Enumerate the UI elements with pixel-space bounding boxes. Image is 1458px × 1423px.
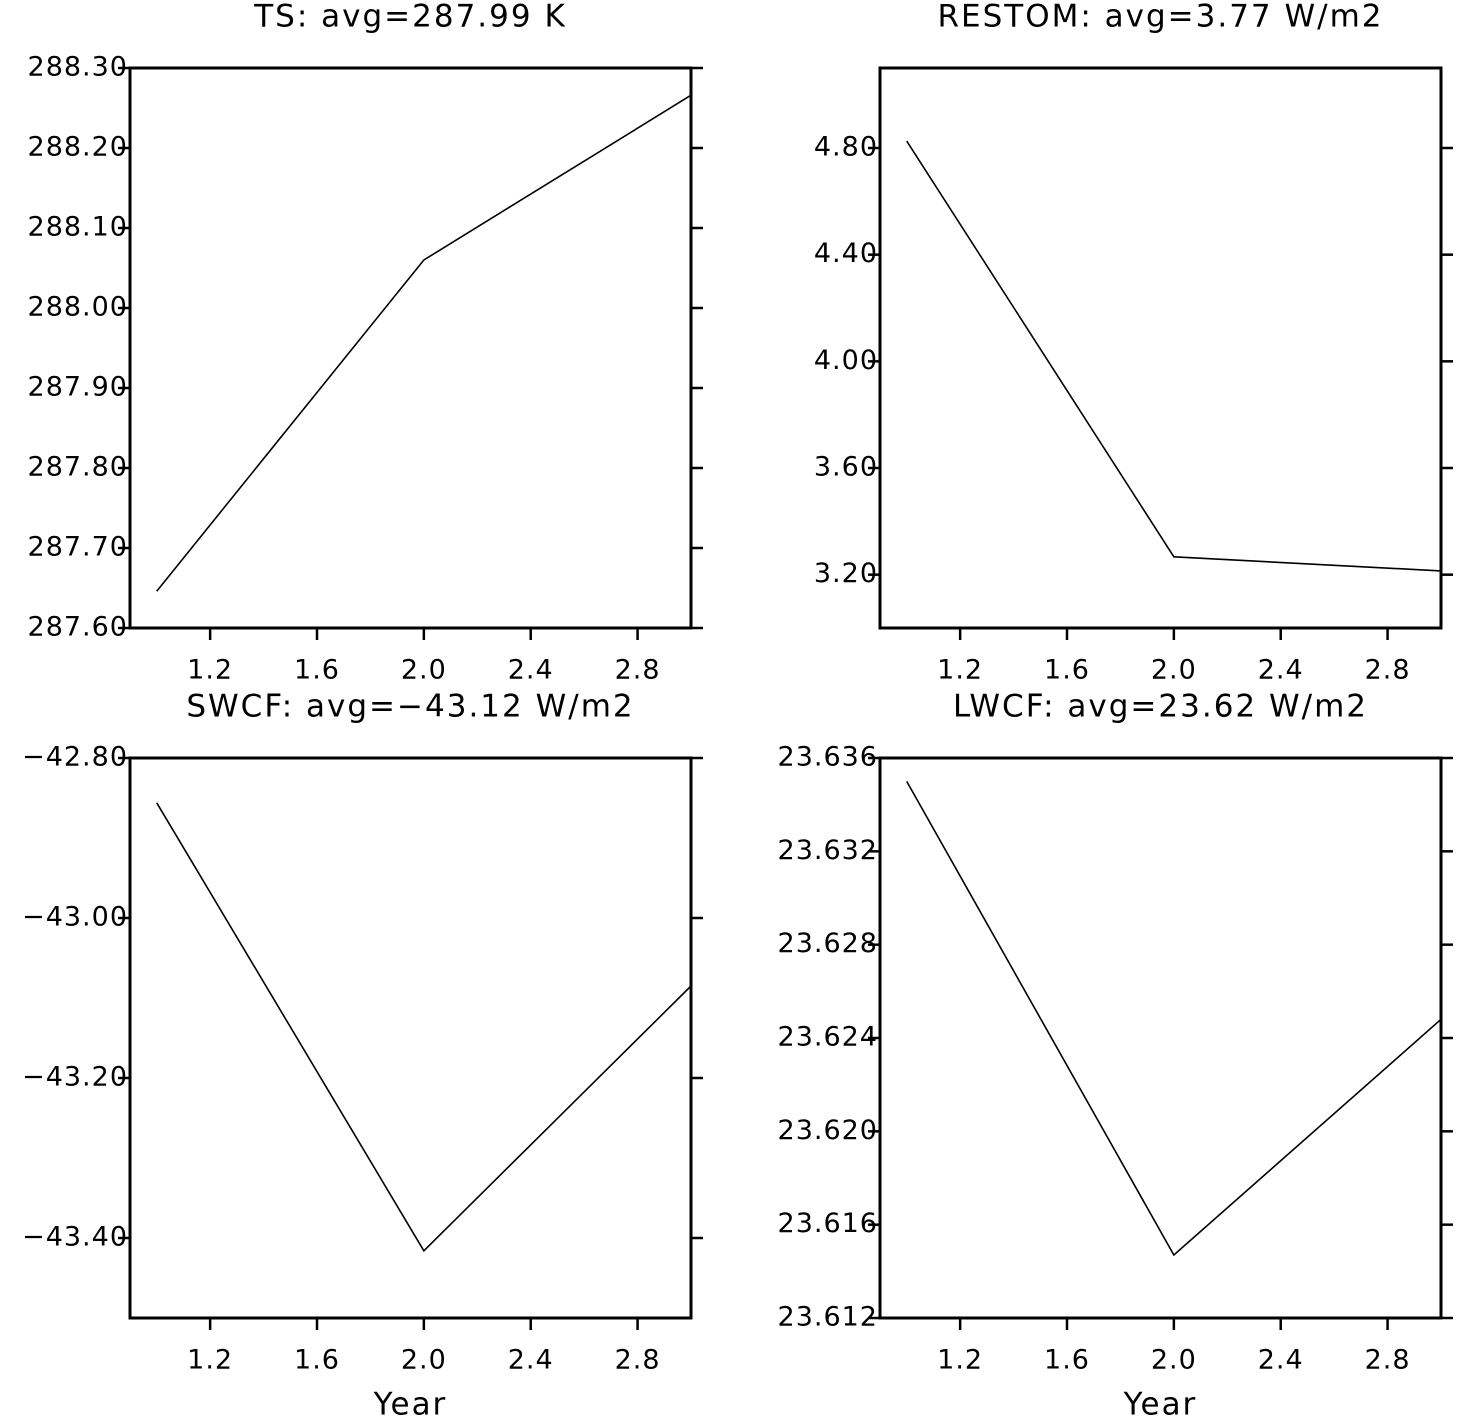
x-tick-label: 1.6 — [294, 1345, 340, 1376]
y-tick-label: 288.20 — [28, 132, 128, 163]
x-tick-label: 2.8 — [615, 1345, 661, 1376]
x-tick-label: 2.0 — [1151, 1345, 1197, 1376]
y-tick-label: 287.60 — [28, 612, 128, 643]
x-tick-label: 2.4 — [508, 1345, 554, 1376]
y-tick-label: 23.632 — [778, 835, 878, 866]
y-tick-label: 288.00 — [28, 292, 128, 323]
y-tick-label: 23.636 — [778, 742, 878, 773]
y-tick-label: 3.60 — [814, 452, 878, 483]
x-tick-label: 2.0 — [401, 655, 447, 686]
data-line — [906, 140, 1442, 572]
x-tick-label: 2.0 — [1151, 655, 1197, 686]
y-tick-label: 4.00 — [814, 345, 878, 376]
y-tick-label: 23.612 — [778, 1302, 878, 1333]
x-tick-label: 2.4 — [1258, 1345, 1304, 1376]
x-tick-label: 2.8 — [1365, 655, 1411, 686]
y-tick-label: −43.00 — [22, 902, 128, 933]
y-tick-label: 23.616 — [778, 1208, 878, 1239]
data-line — [156, 802, 692, 1253]
x-tick-label: 1.6 — [1044, 655, 1090, 686]
plot-frame — [878, 756, 1443, 1320]
x-tick-label: 1.2 — [187, 1345, 233, 1376]
plot-frame — [878, 66, 1443, 630]
y-tick-label: 288.10 — [28, 212, 128, 243]
y-tick-label: 287.80 — [28, 452, 128, 483]
y-tick-label: 3.20 — [814, 558, 878, 589]
y-tick-label: 4.40 — [814, 238, 878, 269]
y-tick-label: 23.620 — [778, 1115, 878, 1146]
x-tick-label: 2.0 — [401, 1345, 447, 1376]
panel-title: TS: avg=287.99 K — [253, 0, 567, 35]
x-tick-label: 1.6 — [1044, 1345, 1090, 1376]
panel-title: LWCF: avg=23.62 W/m2 — [953, 689, 1368, 725]
y-tick-label: −43.20 — [22, 1062, 128, 1093]
x-axis-label: Year — [1123, 1387, 1198, 1420]
plot-frame — [128, 756, 693, 1320]
panel-title: SWCF: avg=−43.12 W/m2 — [186, 689, 634, 725]
data-line — [156, 94, 692, 592]
data-line — [906, 780, 1442, 1257]
y-tick-label: 4.80 — [814, 132, 878, 163]
x-tick-label: 2.4 — [1258, 655, 1304, 686]
x-axis-label: Year — [373, 1387, 448, 1420]
x-tick-label: 2.8 — [1365, 1345, 1411, 1376]
panel-title: RESTOM: avg=3.77 W/m2 — [937, 0, 1383, 35]
plot-frame — [128, 66, 693, 630]
y-tick-label: −43.40 — [22, 1222, 128, 1253]
x-tick-label: 1.2 — [937, 655, 983, 686]
y-tick-label: 288.30 — [28, 52, 128, 83]
x-tick-label: 1.2 — [187, 655, 233, 686]
x-tick-label: 2.4 — [508, 655, 554, 686]
y-tick-label: 287.70 — [28, 532, 128, 563]
x-tick-label: 1.6 — [294, 655, 340, 686]
y-tick-label: 23.628 — [778, 928, 878, 959]
x-tick-label: 2.8 — [615, 655, 661, 686]
y-tick-label: 287.90 — [28, 372, 128, 403]
y-tick-label: 23.624 — [778, 1022, 878, 1053]
x-tick-label: 1.2 — [937, 1345, 983, 1376]
y-tick-label: −42.80 — [22, 742, 128, 773]
